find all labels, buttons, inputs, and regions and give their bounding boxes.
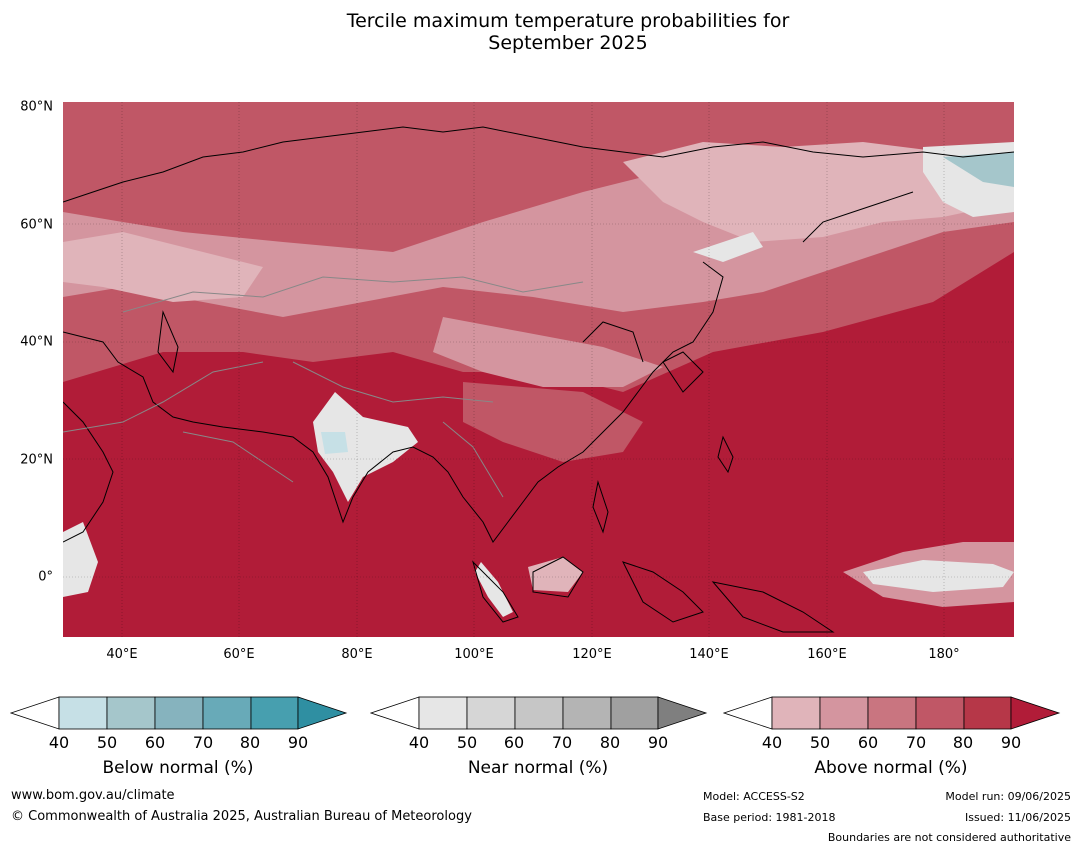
issued-date: Issued: 11/06/2025 xyxy=(964,811,1071,824)
graticule xyxy=(63,102,1014,637)
near-tick-60: 60 xyxy=(503,733,525,752)
temperature-probability-map xyxy=(63,102,1014,637)
region-north-pacific-below-normal xyxy=(943,152,1014,187)
below-tick-60: 60 xyxy=(144,733,166,752)
lat-label-20n: 20°N xyxy=(20,452,53,468)
near-normal-title: Near normal (%) xyxy=(467,758,609,778)
near-normal-colorbar xyxy=(370,696,708,730)
lon-label-60e: 60°E xyxy=(223,647,255,662)
region-china-medium xyxy=(463,382,643,462)
near-tick-40: 40 xyxy=(408,733,430,752)
region-sumatra-near-normal xyxy=(475,562,513,617)
region-kazakh-pale xyxy=(63,232,263,302)
region-borneo-near-normal xyxy=(528,557,583,592)
lat-label-80n: 80°N xyxy=(20,99,53,115)
region-east-siberia-pale xyxy=(623,142,1014,242)
region-east-africa-near-normal xyxy=(63,522,98,597)
near-tick-70: 70 xyxy=(551,733,573,752)
above-tick-70: 70 xyxy=(905,733,927,752)
lon-label-180: 180° xyxy=(928,647,960,662)
below-tick-70: 70 xyxy=(192,733,214,752)
below-tick-90: 90 xyxy=(287,733,309,752)
lat-label-0: 0° xyxy=(38,569,53,585)
lon-label-40e: 40°E xyxy=(106,647,138,662)
below-tick-80: 80 xyxy=(239,733,261,752)
title-line-1: Tercile maximum temperature probabilitie… xyxy=(346,10,790,32)
near-tick-80: 80 xyxy=(599,733,621,752)
coastlines xyxy=(63,126,1014,633)
below-normal-title: Below normal (%) xyxy=(102,758,254,778)
above-tick-90: 90 xyxy=(1000,733,1022,752)
website-link[interactable]: www.bom.gov.au/climate xyxy=(11,788,175,803)
region-equatorial-pacific-near-normal xyxy=(863,560,1014,592)
model-run-date: Model run: 09/06/2025 xyxy=(945,790,1071,803)
above-tick-50: 50 xyxy=(809,733,831,752)
above-normal-title: Above normal (%) xyxy=(814,758,968,778)
above-tick-80: 80 xyxy=(952,733,974,752)
below-tick-40: 40 xyxy=(48,733,70,752)
near-tick-50: 50 xyxy=(456,733,478,752)
near-tick-90: 90 xyxy=(647,733,669,752)
country-boundaries xyxy=(63,276,584,498)
region-mongolia-pale xyxy=(433,317,663,387)
below-normal-colorbar xyxy=(10,696,348,730)
above-tick-40: 40 xyxy=(761,733,783,752)
above-normal-colorbar xyxy=(723,696,1061,730)
copyright-text: © Commonwealth of Australia 2025, Austra… xyxy=(11,809,472,824)
lon-label-160e: 160°E xyxy=(807,647,847,662)
lat-label-40n: 40°N xyxy=(20,334,53,350)
lat-label-60n: 60°N xyxy=(20,217,53,233)
model-name: Model: ACCESS-S2 xyxy=(703,790,805,803)
lon-label-140e: 140°E xyxy=(689,647,729,662)
above-tick-60: 60 xyxy=(857,733,879,752)
region-india-near-normal xyxy=(313,392,418,502)
title-line-2: September 2025 xyxy=(488,32,648,54)
lon-label-100e: 100°E xyxy=(454,647,494,662)
map-title: Tercile maximum temperature probabilitie… xyxy=(0,10,1081,54)
base-period: Base period: 1981-2018 xyxy=(703,811,836,824)
lon-label-80e: 80°E xyxy=(341,647,373,662)
region-india-below-normal xyxy=(321,432,348,454)
lon-label-120e: 120°E xyxy=(572,647,612,662)
region-okhotsk-near-normal xyxy=(693,232,763,262)
boundaries-disclaimer: Boundaries are not considered authoritat… xyxy=(827,831,1071,844)
below-tick-50: 50 xyxy=(96,733,118,752)
